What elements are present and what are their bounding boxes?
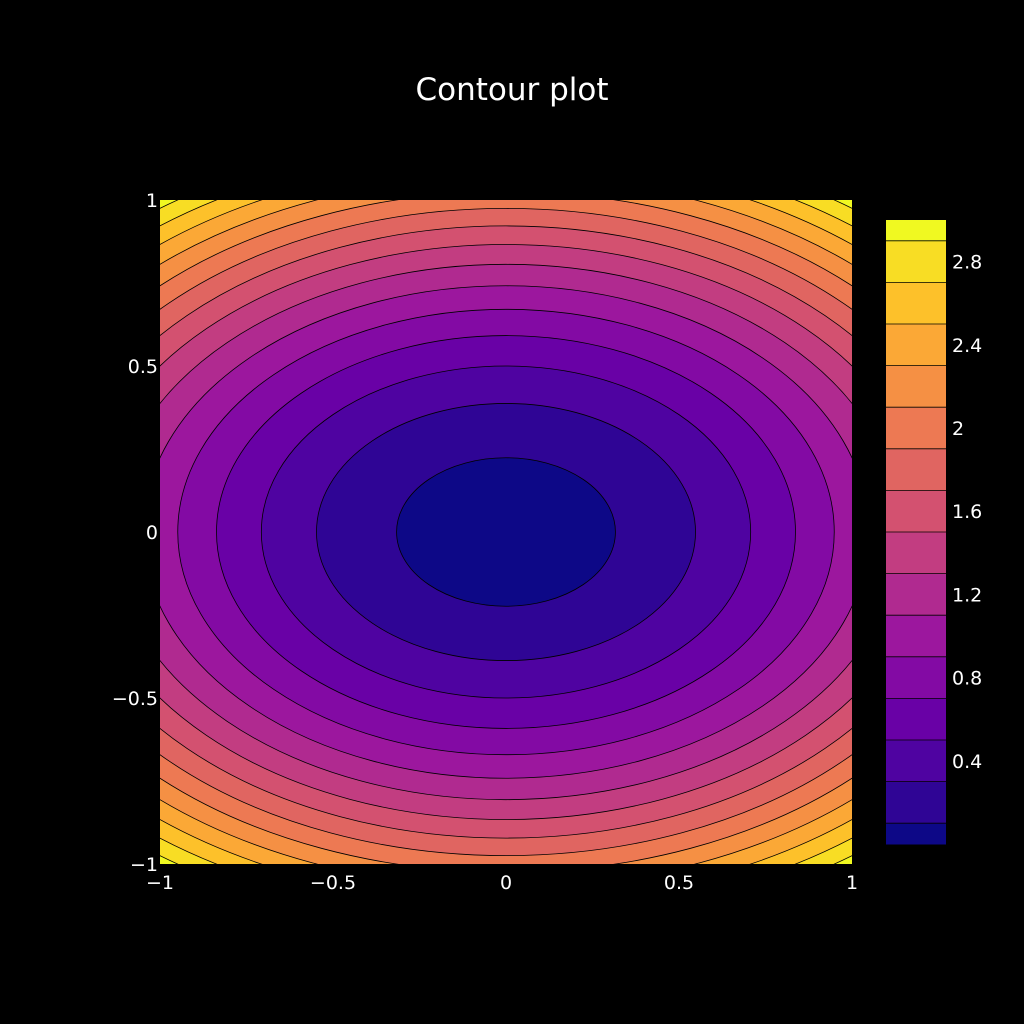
colorbar-band	[886, 240, 946, 283]
colorbar-band	[886, 365, 946, 408]
colorbar-band	[886, 698, 946, 741]
colorbar-tick-label: 2.8	[952, 252, 982, 274]
x-tick-label: 0.5	[664, 872, 694, 894]
x-axis: −1 −0.5 0 0.5 1	[146, 872, 858, 894]
colorbar-band	[886, 282, 946, 325]
colorbar-band	[886, 532, 946, 575]
y-axis: −1 −0.5 0 0.5 1	[112, 190, 158, 876]
colorbar-tick-label: 0.4	[952, 751, 982, 773]
colorbar-tick-label: 1.6	[952, 501, 982, 523]
x-tick-label: −0.5	[310, 872, 356, 894]
colorbar: 0.4 0.8 1.2 1.6 2 2.4 2.8	[886, 220, 982, 845]
colorbar-tick-label: 1.2	[952, 584, 982, 606]
y-tick-label: 0.5	[128, 356, 158, 378]
colorbar-band	[886, 781, 946, 824]
y-tick-label: −1	[130, 854, 158, 876]
colorbar-band	[886, 740, 946, 783]
x-tick-label: −1	[146, 872, 174, 894]
colorbar-tick-label: 2.4	[952, 335, 982, 357]
contour-level-0_1	[396, 457, 616, 607]
colorbar-tick-label: 0.8	[952, 668, 982, 690]
colorbar-band	[886, 573, 946, 616]
colorbar-band	[886, 615, 946, 658]
y-tick-label: −0.5	[112, 688, 158, 710]
colorbar-tick-label: 2	[952, 418, 964, 440]
x-tick-label: 0	[500, 872, 512, 894]
x-tick-label: 1	[846, 872, 858, 894]
colorbar-band	[886, 324, 946, 367]
y-tick-label: 1	[146, 190, 158, 212]
plot-area	[160, 200, 852, 864]
y-tick-label: 0	[146, 522, 158, 544]
colorbar-band	[886, 490, 946, 533]
colorbar-band	[886, 448, 946, 491]
colorbar-band	[886, 656, 946, 699]
colorbar-band	[886, 220, 946, 242]
colorbar-band	[886, 407, 946, 450]
chart-title: Contour plot	[415, 72, 608, 108]
colorbar-band	[886, 823, 946, 845]
